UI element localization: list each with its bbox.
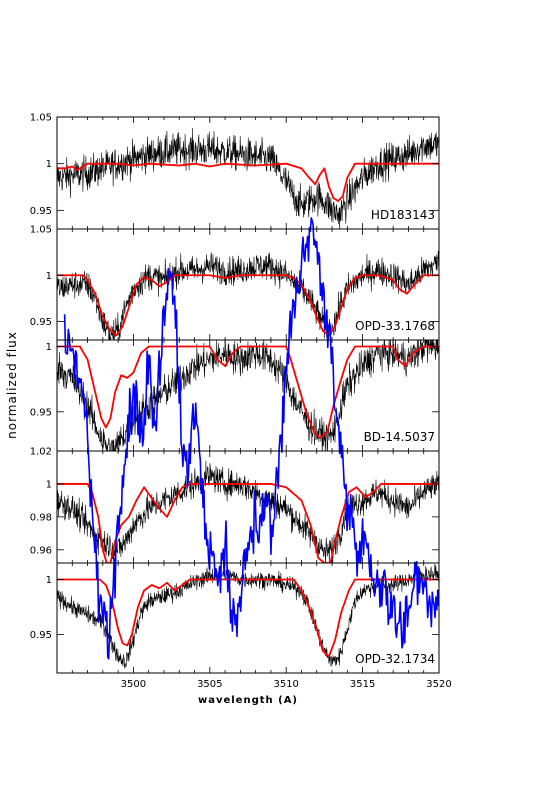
y-tick-label: 1 (46, 479, 52, 490)
y-tick-label: 1.02 (30, 447, 52, 458)
y-tick-label: 0.95 (30, 317, 52, 328)
y-tick-label: 0.98 (30, 512, 52, 523)
y-tick-label: 1 (46, 159, 52, 170)
y-tick-label: 1 (46, 271, 52, 282)
star-label-2: OPD-33.1768 (355, 319, 435, 333)
panel-frame-5 (56, 562, 440, 674)
y-tick-label: 1 (46, 575, 52, 586)
panel-3 (57, 340, 439, 451)
x-tick-label: 3500 (121, 679, 146, 690)
y-tick-label: 0.95 (30, 630, 52, 641)
star-label-1: HD183143 (371, 208, 435, 222)
x-axis-title: wavelength (A) (198, 695, 298, 706)
model-spectrum-1 (57, 162, 439, 202)
panel-1 (57, 127, 439, 229)
model-spectrum-3 (57, 345, 439, 439)
y-axis-title: normalized flux (5, 331, 19, 439)
observed-spectrum-3 (57, 340, 439, 451)
y-tick-label: 0.96 (30, 545, 52, 556)
y-tick-label: 0.95 (30, 407, 52, 418)
star-label-5: OPD-32.1734 (355, 652, 435, 666)
panel-2 (57, 250, 439, 340)
x-tick-label: 3505 (197, 679, 222, 690)
y-tick-label: 0.95 (30, 206, 52, 217)
model-spectrum-5 (57, 578, 439, 658)
observed-spectrum-4 (57, 460, 439, 563)
y-tick-label: 1 (46, 342, 52, 353)
x-tick-label: 3510 (273, 679, 298, 690)
x-tick-label: 3515 (350, 679, 375, 690)
y-tick-label: 1.05 (30, 225, 52, 236)
model-spectrum-2 (57, 274, 439, 337)
blue-spectrum (63, 217, 439, 660)
x-tick-label: 3520 (426, 679, 451, 690)
star-label-3: BD-14.5037 (364, 430, 435, 444)
y-tick-label: 1.05 (30, 113, 52, 124)
